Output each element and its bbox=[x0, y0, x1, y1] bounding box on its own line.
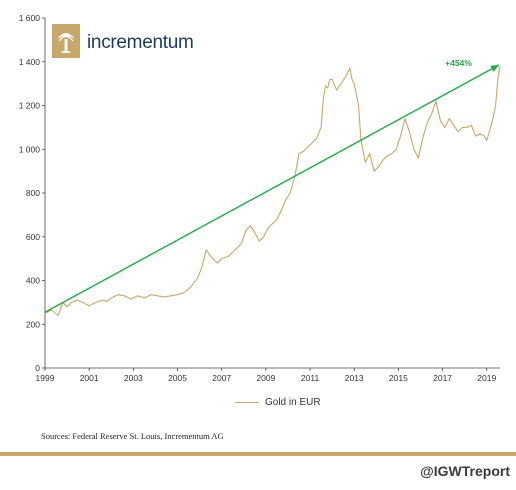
trendline-layer: +454% bbox=[44, 58, 500, 313]
trendline bbox=[44, 64, 500, 313]
x-tick-label: 2015 bbox=[389, 373, 408, 383]
y-tick-label: 600 bbox=[26, 232, 40, 242]
y-tick-label: 200 bbox=[26, 319, 40, 329]
tree-icon bbox=[52, 24, 80, 58]
twitter-handle: @IGWTreport bbox=[420, 463, 510, 479]
trendline-arrowhead bbox=[490, 65, 499, 72]
x-tick-label: 2005 bbox=[168, 373, 187, 383]
y-tick-label: 400 bbox=[26, 276, 40, 286]
x-axis: 1999 2001 2003 2005 2007 2009 2011 2013 2015 2017… bbox=[36, 367, 500, 383]
y-tick-label: 1 400 bbox=[19, 57, 41, 67]
y-tick-label: 1 600 bbox=[19, 13, 41, 23]
x-tick-label: 2001 bbox=[80, 373, 99, 383]
incrementum-logo: incrementum bbox=[52, 24, 194, 58]
x-tick-label: 2017 bbox=[433, 373, 452, 383]
x-tick-label: 2019 bbox=[477, 373, 496, 383]
y-tick-label: 0 bbox=[35, 363, 40, 373]
y-axis: 0 200 400 600 800 1 000 1 200 1 400 1 600 bbox=[19, 13, 46, 373]
footer-divider bbox=[0, 452, 516, 456]
y-tick-label: 800 bbox=[26, 188, 40, 198]
legend: Gold in EUR bbox=[235, 397, 321, 408]
trendline-annotation: +454% bbox=[445, 58, 472, 68]
series-line-gold-in-eur bbox=[44, 66, 501, 317]
series-layer bbox=[44, 66, 501, 317]
x-tick-label: 2009 bbox=[256, 373, 275, 383]
logo-text: incrementum bbox=[87, 32, 194, 53]
y-tick-label: 1 000 bbox=[19, 144, 41, 154]
source-note: Sources: Federal Reserve St. Louis, Incr… bbox=[41, 431, 224, 441]
x-tick-label: 2011 bbox=[301, 373, 320, 383]
x-tick-label: 2007 bbox=[212, 373, 231, 383]
x-tick-label: 2003 bbox=[124, 373, 143, 383]
y-tick-label: 1 200 bbox=[19, 101, 41, 111]
x-tick-label: 1999 bbox=[36, 373, 55, 383]
legend-swatch bbox=[235, 402, 259, 403]
legend-label: Gold in EUR bbox=[265, 397, 321, 408]
x-tick-label: 2013 bbox=[345, 373, 364, 383]
